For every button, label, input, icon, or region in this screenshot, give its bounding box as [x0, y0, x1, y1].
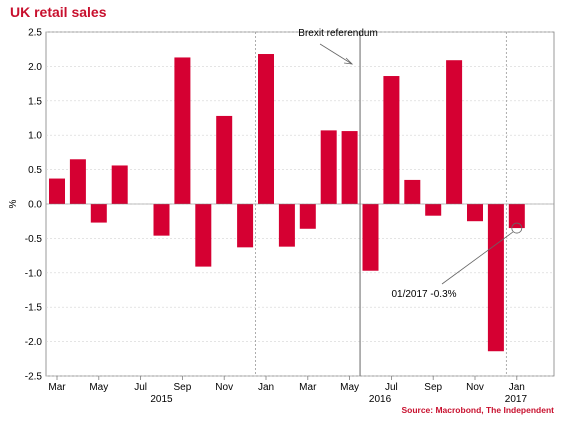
annotation-jan2017-leader [441, 231, 514, 285]
bar-2015-04 [69, 159, 86, 204]
y-tick-label: -2.0 [25, 337, 43, 348]
bar-2017-01 [508, 204, 525, 229]
x-tick-label: Jul [134, 382, 147, 393]
y-tick-label: -1.0 [25, 268, 43, 279]
y-tick-label: 2.0 [28, 62, 42, 73]
x-year-label: 2017 [505, 394, 528, 405]
y-axis-label: % [8, 199, 19, 208]
y-tick-label: -1.5 [25, 303, 43, 314]
x-tick-label: Sep [424, 382, 442, 393]
y-tick-label: -0.5 [25, 234, 43, 245]
bar-2015-12 [237, 204, 254, 248]
x-tick-label: Mar [299, 382, 317, 393]
y-tick-label: 2.5 [28, 28, 42, 39]
x-tick-label: Nov [215, 382, 233, 393]
bar-2016-10 [446, 60, 463, 204]
annotation-brexit-arrow [319, 43, 353, 65]
x-year-label: 2015 [150, 394, 173, 405]
x-tick-label: May [340, 382, 359, 393]
bar-2016-04 [320, 130, 337, 204]
y-tick-label: 0.5 [28, 165, 42, 176]
bar-2015-03 [49, 178, 65, 204]
bar-2016-06 [362, 204, 379, 271]
bar-2015-10 [195, 204, 212, 267]
chart-title: UK retail sales [10, 4, 107, 20]
annotation-brexit-referendum: Brexit referendum [298, 28, 377, 39]
x-tick-label: Jan [509, 382, 525, 393]
bar-2016-02 [278, 204, 295, 247]
bar-2015-06 [111, 165, 128, 204]
x-tick-label: Mar [48, 382, 66, 393]
annotation-jan2017-circle [511, 222, 523, 234]
y-tick-label: 1.0 [28, 131, 42, 142]
bar-2016-07 [383, 76, 400, 204]
y-tick-label: 0.0 [28, 200, 42, 211]
source-note: Source: Macrobond, The Independent [401, 405, 554, 415]
bar-2016-11 [467, 204, 483, 222]
x-tick-label: Jan [258, 382, 274, 393]
x-tick-label: Nov [466, 382, 484, 393]
bar-2015-11 [216, 115, 233, 204]
x-tick-label: May [89, 382, 108, 393]
bar-2015-05 [90, 204, 107, 223]
bar-2016-03 [299, 204, 316, 229]
bar-2016-09 [425, 204, 442, 216]
bar-2015-09 [174, 57, 191, 205]
y-tick-label: -2.5 [25, 372, 43, 383]
x-tick-label: Jul [385, 382, 398, 393]
annotation-brexit-arrowhead [344, 57, 354, 65]
bar-2015-08 [153, 204, 170, 236]
y-tick-label: 1.5 [28, 96, 42, 107]
bar-2016-05 [341, 131, 358, 204]
bar-2016-12 [487, 204, 504, 352]
x-year-label: 2016 [369, 394, 392, 405]
bar-2016-01 [258, 54, 274, 205]
bar-2016-08 [404, 179, 421, 204]
annotation-jan2017-label: 01/2017 -0.3% [391, 289, 456, 300]
x-tick-label: Sep [174, 382, 192, 393]
